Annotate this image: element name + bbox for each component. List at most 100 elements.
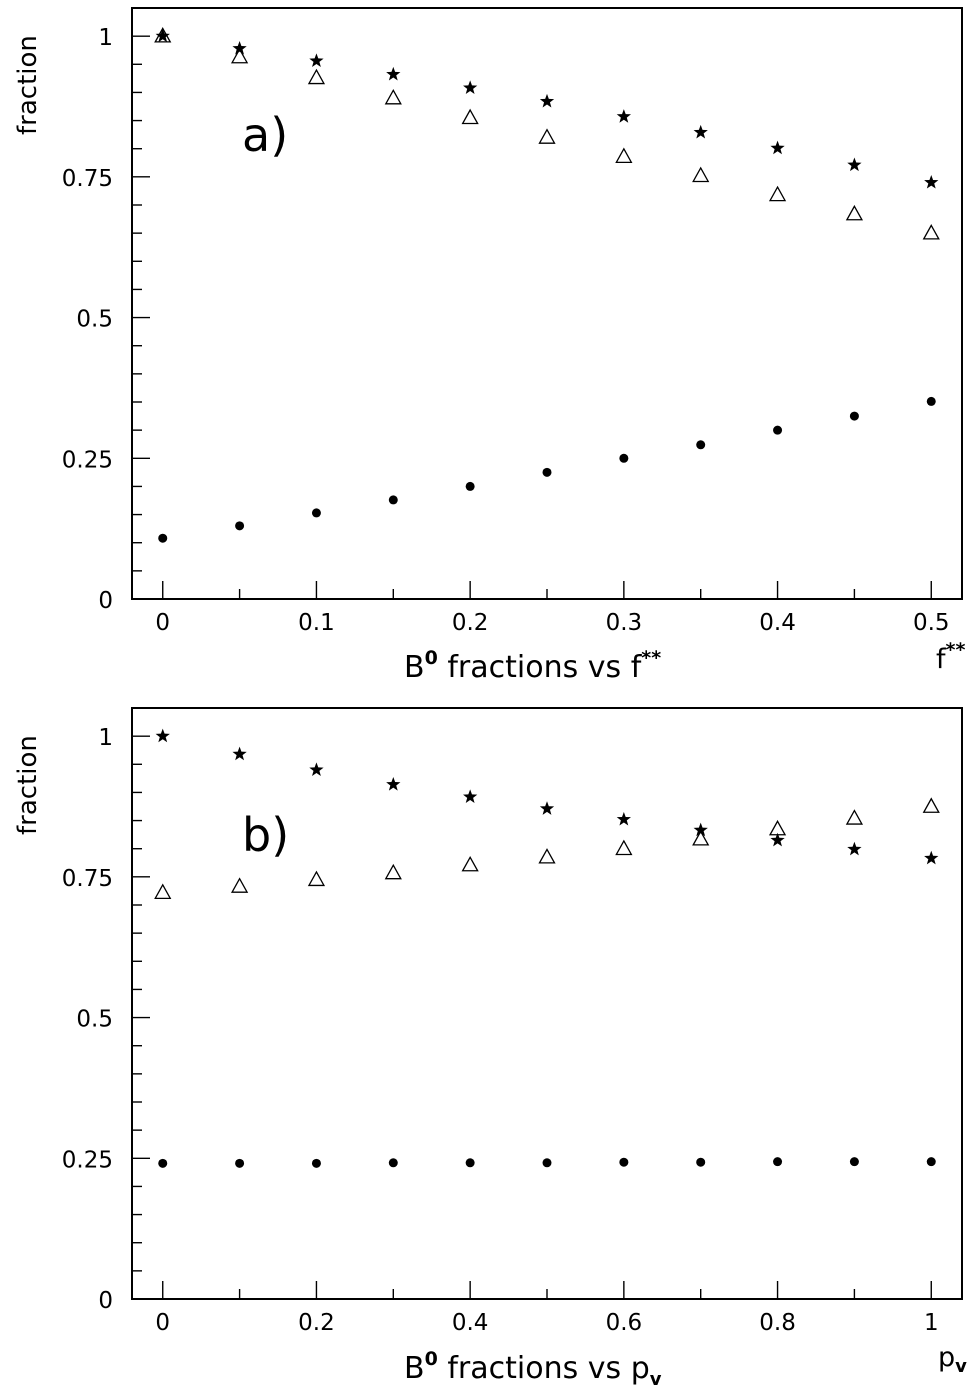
star-point (924, 174, 939, 189)
x-tick-label: 0.2 (298, 1310, 335, 1336)
triangle-point (768, 185, 787, 202)
triangle-point (922, 797, 940, 813)
triangle-point (845, 809, 864, 825)
y-axis-label-b: fraction (13, 735, 43, 835)
data-points-b (154, 728, 940, 1168)
star-point (463, 789, 478, 803)
data-points-a (154, 27, 940, 543)
triangle-point (307, 870, 326, 887)
x-tick-label: 0.1 (298, 610, 335, 636)
circle-point (773, 425, 783, 435)
triangle-point (692, 166, 710, 183)
tick-labels-a: 0 0.1 0.2 0.3 0.4 0.5 0 0.25 0.5 0.75 1 (62, 25, 950, 636)
x-tick-label: 0.4 (452, 1310, 489, 1336)
triangle-point (154, 27, 172, 43)
circle-point (235, 1158, 245, 1168)
triangle-point (845, 204, 864, 221)
triangle-point (615, 147, 633, 163)
y-tick-label: 0.75 (62, 166, 113, 192)
circle-point (849, 411, 859, 421)
circle-point (235, 521, 245, 531)
circle-point (619, 453, 629, 463)
triangle-point (384, 863, 402, 880)
y-tick-label: 0 (98, 588, 113, 614)
triangle-point (922, 224, 940, 240)
star-point (386, 66, 401, 81)
triangle-point (538, 128, 556, 144)
star-point (847, 841, 862, 856)
circle-point (696, 440, 706, 450)
ticks-b (132, 707, 932, 1300)
x-tick-label: 0.4 (759, 610, 796, 636)
star-point (693, 822, 708, 837)
star-point (155, 28, 170, 43)
triangle-point (538, 848, 556, 864)
triangle-point (692, 830, 710, 846)
panel-label-a: a) (242, 108, 288, 162)
circle-point (619, 1157, 629, 1167)
panel-label-b: b) (242, 808, 289, 862)
circle-point (773, 1157, 783, 1167)
tick-labels-b: 0 0.2 0.4 0.6 0.8 1 0 0.25 0.5 0.75 1 (62, 725, 939, 1336)
panel-a: 0 0.1 0.2 0.3 0.4 0.5 0 0.25 0.5 0.75 1 fraction a… (13, 7, 966, 685)
y-tick-label: 0.25 (62, 1147, 113, 1173)
star-point (309, 762, 324, 776)
y-axis-label-a: fraction (13, 35, 43, 135)
x-tick-label: 0.6 (606, 1310, 643, 1336)
circle-point (542, 1158, 552, 1168)
circle-point (465, 481, 475, 491)
x-tick-label: 0.2 (452, 610, 489, 636)
circle-point (311, 1158, 321, 1168)
star-point (770, 832, 785, 847)
star-point (386, 777, 401, 791)
circle-point (388, 495, 398, 505)
x-axis-end-subscript: v (955, 1356, 967, 1377)
triangle-point (307, 68, 326, 85)
y-tick-label: 0.5 (76, 307, 113, 333)
x-axis-end-superscript: ** (946, 639, 966, 661)
ticks-a (132, 7, 932, 600)
star-point (924, 850, 939, 865)
star-point (847, 157, 862, 172)
circle-point (465, 1158, 475, 1168)
triangle-point (154, 883, 172, 900)
x-axis-title-a: B0 fractions vs f** (404, 647, 661, 685)
triangle-point (768, 819, 787, 836)
star-point (693, 124, 708, 139)
circle-point (158, 1158, 168, 1168)
x-tick-label: 0.3 (606, 610, 643, 636)
triangle-point (230, 877, 249, 893)
triangle-point (461, 108, 479, 125)
y-tick-label: 1 (98, 725, 113, 751)
star-point (309, 53, 324, 67)
y-tick-label: 0.25 (62, 447, 113, 473)
x-axis-title-prefix: B (404, 1351, 425, 1386)
x-axis-title-subscript: v (650, 1369, 662, 1390)
x-axis-title-text: fractions vs p (438, 1351, 650, 1386)
star-point (232, 746, 247, 761)
circle-point (696, 1157, 706, 1167)
panel-b: 0 0.2 0.4 0.6 0.8 100.250.50.751 fraction b) … (13, 707, 967, 1390)
x-axis-title-b: B0 fractions vs pv (404, 1348, 662, 1390)
triangle-point (461, 855, 479, 872)
x-axis-end-text: p (938, 1342, 955, 1373)
triangle-point (384, 88, 402, 105)
x-axis-title-text: fractions vs f (438, 650, 643, 685)
x-tick-label: 0 (155, 610, 170, 636)
circle-point (926, 1157, 936, 1167)
y-tick-label: 1 (98, 25, 113, 51)
star-point (616, 811, 631, 826)
star-point (155, 728, 170, 743)
star-point (232, 41, 247, 55)
star-point (539, 801, 555, 815)
y-tick-label: 0.75 (62, 866, 113, 892)
triangle-point (230, 47, 249, 64)
star-point (616, 109, 631, 123)
circle-point (311, 508, 321, 518)
circle-point (388, 1158, 398, 1168)
y-tick-label: 0 (98, 1288, 113, 1314)
x-axis-end-label-b: pv (938, 1342, 967, 1377)
x-tick-label: 0.5 (913, 610, 950, 636)
x-axis-title-superscript: 0 (425, 1348, 438, 1370)
